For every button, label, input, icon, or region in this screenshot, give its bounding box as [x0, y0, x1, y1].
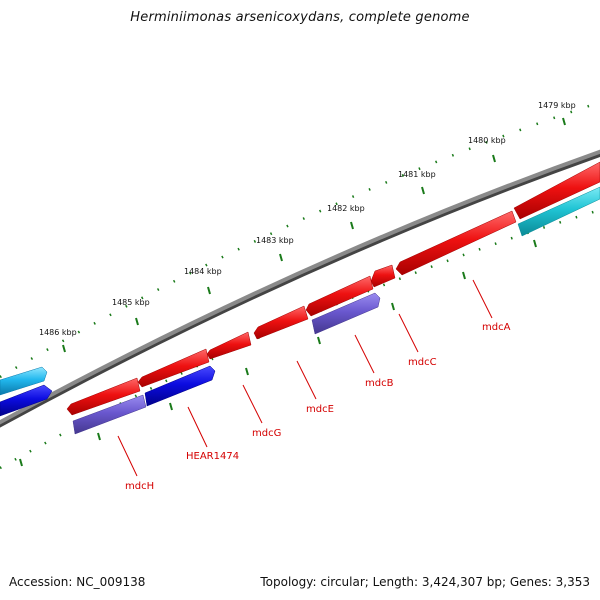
genome-backbone [0, 149, 600, 425]
cds-mdcH[interactable] [66, 377, 141, 416]
gene-label-mdcC[interactable]: mdcC [408, 357, 437, 368]
cds-forward-1[interactable] [513, 161, 600, 220]
accession-text: Accession: NC_009138 [9, 575, 146, 589]
cds-mdcG-2[interactable] [206, 331, 252, 360]
kbp-label-1484: 1484 kbp [184, 267, 222, 276]
genome-summary-text: Topology: circular; Length: 3,424,307 bp… [260, 575, 590, 589]
kbp-label-1479: 1479 kbp [538, 101, 576, 110]
cds-reverse-blue-edge[interactable] [0, 384, 53, 417]
gene-label-mdcA[interactable]: mdcA [482, 322, 511, 333]
cds-HEAR1474[interactable] [144, 365, 216, 407]
kbp-label-1486: 1486 kbp [39, 328, 77, 337]
outer-scale-ticks [62, 117, 566, 353]
gene-label-leaders [117, 279, 493, 477]
reverse-strand-cds [0, 186, 600, 435]
inner-scale-ticks [19, 239, 537, 467]
gene-label-mdcG[interactable]: mdcG [252, 428, 281, 439]
gene-label-mdcE[interactable]: mdcE [306, 404, 334, 415]
kbp-label-1482: 1482 kbp [327, 204, 365, 213]
gene-label-HEAR1474[interactable]: HEAR1474 [186, 451, 239, 462]
cds-mdcA[interactable] [395, 210, 517, 276]
outer-scale-dots [0, 101, 599, 379]
cds-reverse-sky[interactable] [0, 366, 48, 396]
gene-label-mdcB[interactable]: mdcB [365, 378, 394, 389]
kbp-label-1485: 1485 kbp [112, 298, 150, 307]
map-title: Herminiimonas arsenicoxydans, complete g… [130, 10, 470, 25]
kbp-label-1483: 1483 kbp [256, 236, 294, 245]
inner-scale-dots [0, 208, 600, 470]
forward-strand-cds [66, 161, 600, 416]
cds-forward-2[interactable] [137, 348, 210, 388]
cds-mdcE[interactable] [305, 275, 374, 317]
kbp-label-1481: 1481 kbp [398, 170, 436, 179]
gene-label-mdcH[interactable]: mdcH [125, 481, 154, 492]
kbp-label-1480: 1480 kbp [468, 136, 506, 145]
genome-backbone-shadow [0, 150, 600, 428]
cds-reverse-cyan[interactable] [517, 186, 600, 237]
cds-reverse-purple-2[interactable] [72, 394, 147, 435]
cds-mdcG[interactable] [253, 305, 309, 340]
cds-mdcC[interactable] [370, 264, 396, 288]
cds-mdcB[interactable] [311, 292, 381, 335]
